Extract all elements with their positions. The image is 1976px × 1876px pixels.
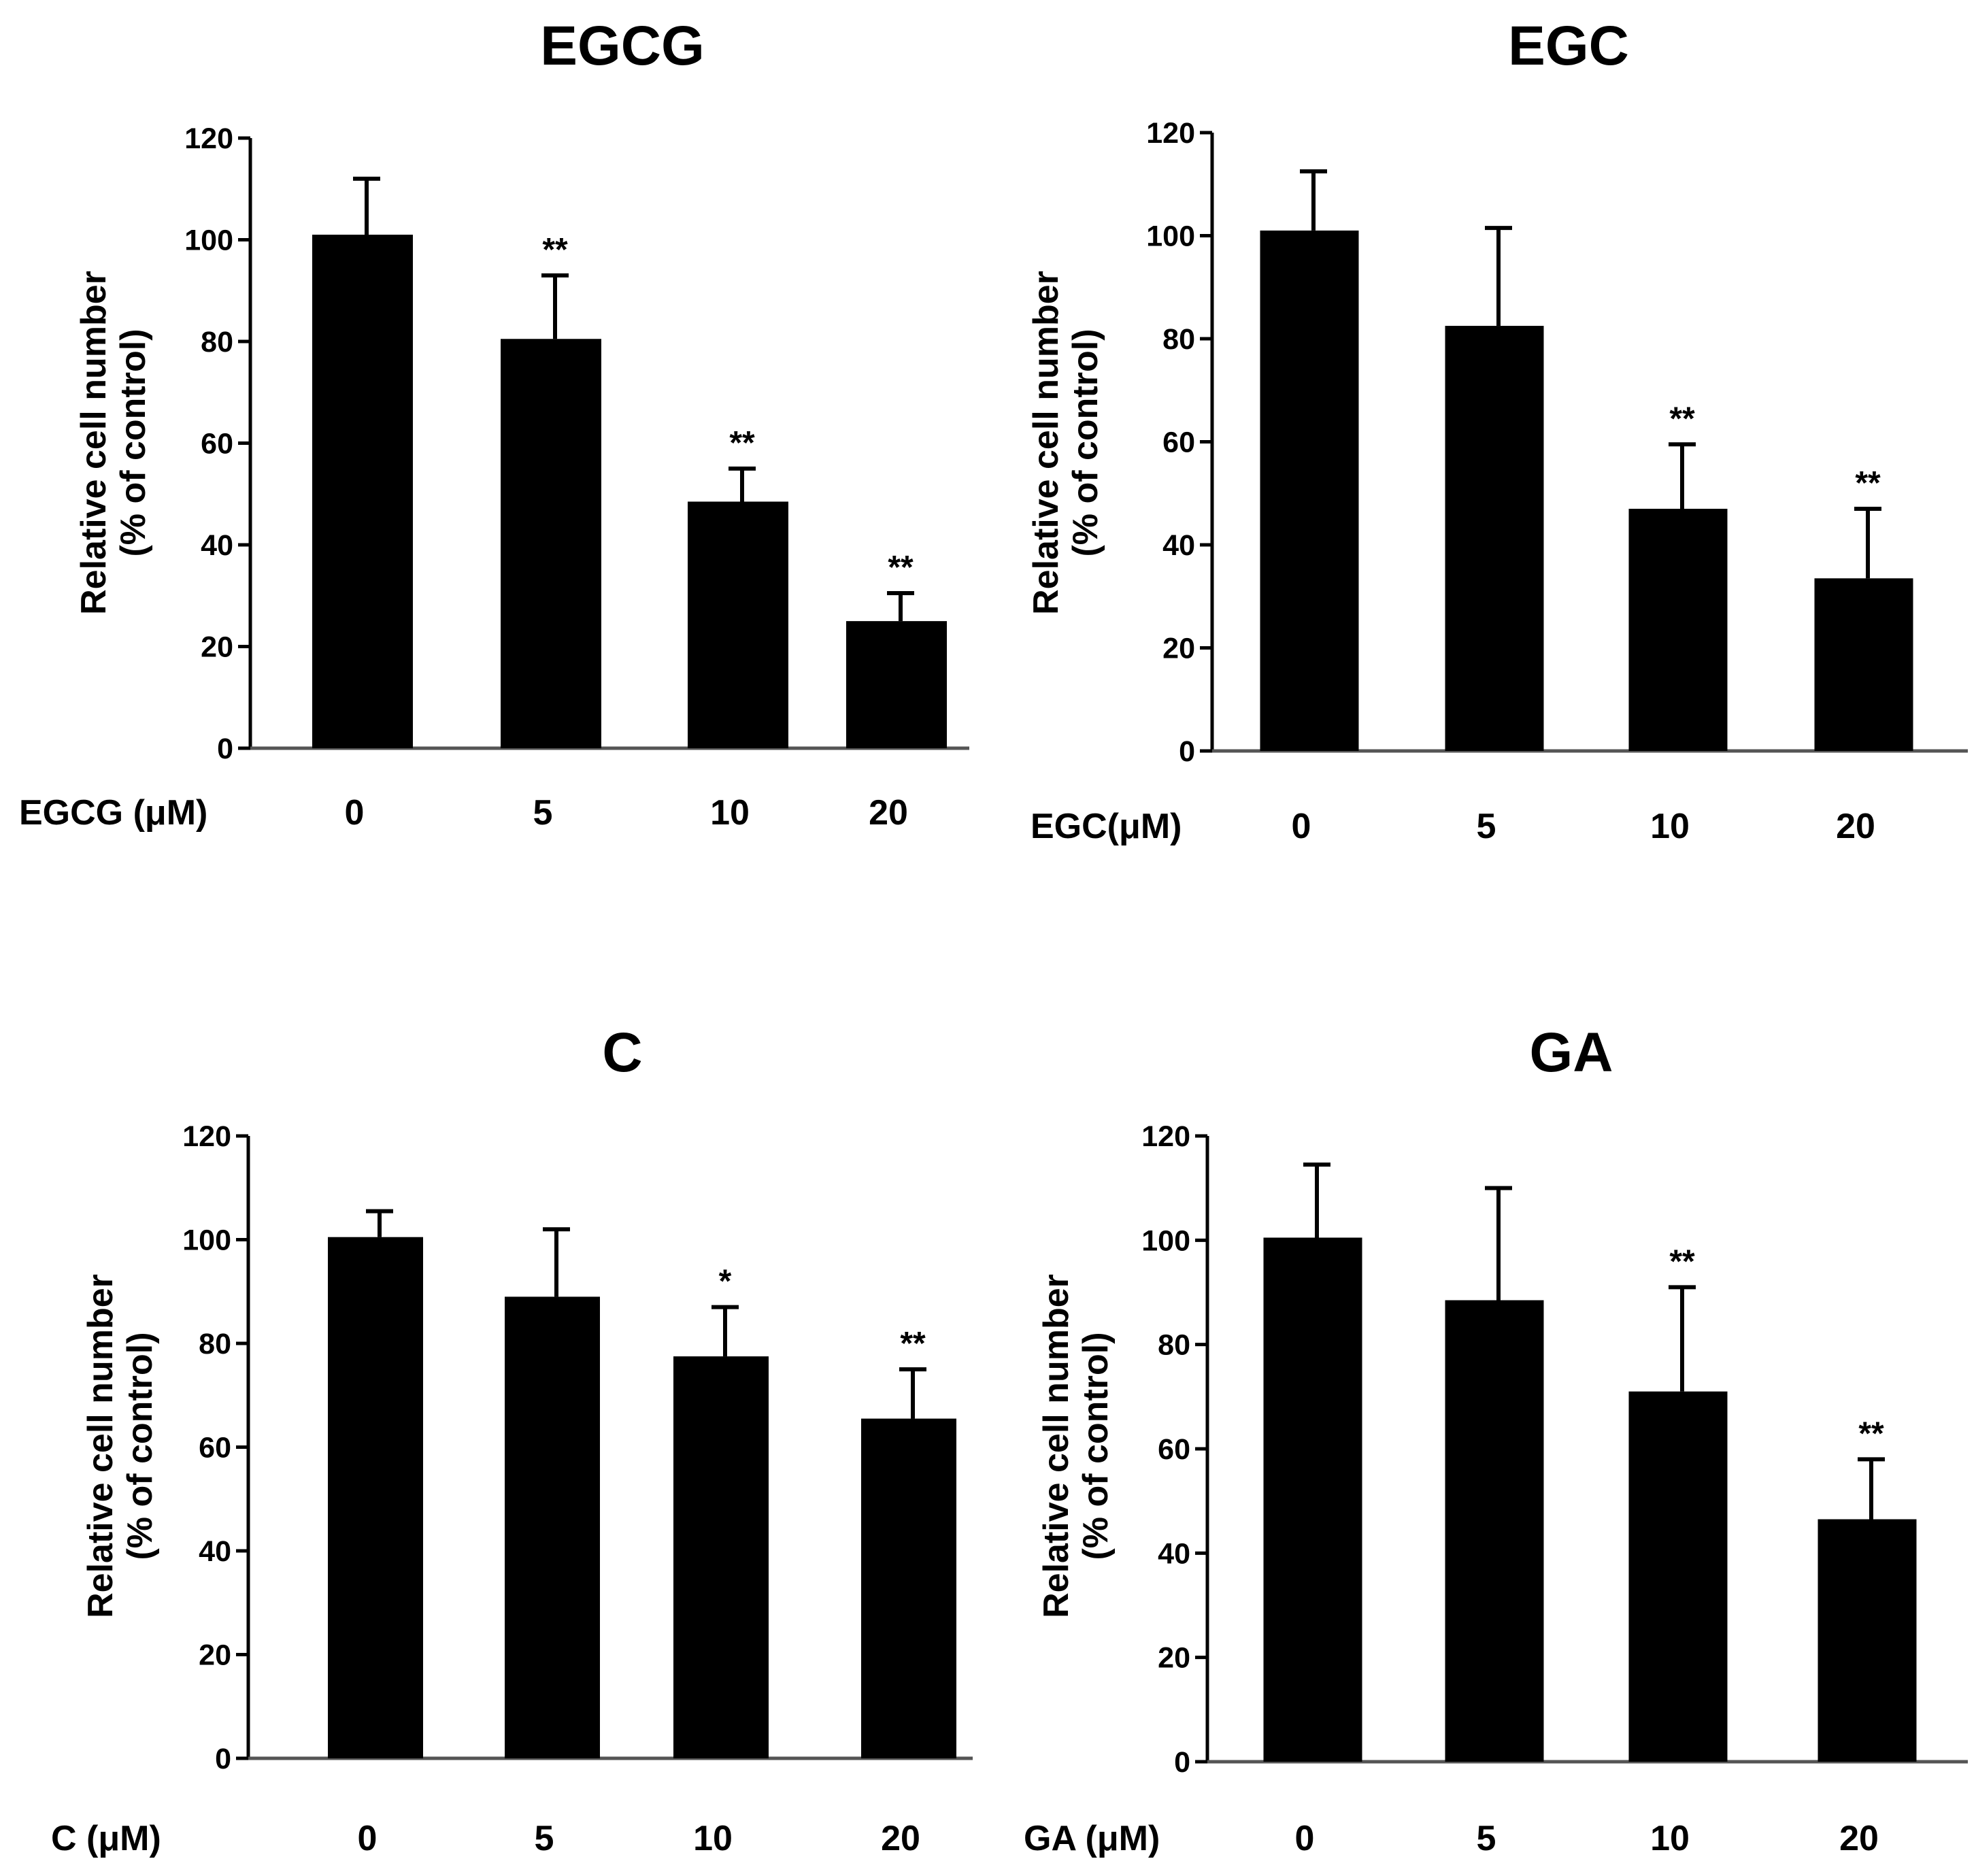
x-axis-label: C (μM) xyxy=(51,1819,161,1858)
x-axis-label: GA (μM) xyxy=(1024,1819,1160,1858)
x-tick-label: 10 xyxy=(693,1819,733,1858)
bar xyxy=(1263,1237,1362,1762)
x-tick-label: 0 xyxy=(358,1819,378,1858)
y-axis-label: Relative cell number (% of control) xyxy=(74,271,153,615)
y-tick-label: 80 xyxy=(1162,323,1195,356)
y-tick-label: 120 xyxy=(1141,1120,1190,1153)
y-tick-label: 40 xyxy=(1158,1537,1190,1570)
y-axis-label: Relative cell number (% of control) xyxy=(1026,271,1105,615)
y-tick-label: 60 xyxy=(199,1432,231,1464)
bar xyxy=(1814,578,1913,751)
y-tick-label: 80 xyxy=(1158,1329,1190,1362)
significance-marker: ** xyxy=(900,1326,926,1362)
y-axis-label-line: (% of control) xyxy=(114,329,153,556)
significance-marker: ** xyxy=(1669,1243,1695,1279)
y-tick-label: 60 xyxy=(1158,1433,1190,1466)
chart-title: GA xyxy=(1530,1022,1613,1084)
y-tick-label: 20 xyxy=(1162,633,1195,665)
x-tick-label: 10 xyxy=(1650,1819,1690,1858)
y-tick-label: 40 xyxy=(1162,529,1195,562)
y-axis-label: Relative cell number (% of control) xyxy=(81,1274,160,1618)
x-tick-label: 20 xyxy=(881,1819,920,1858)
y-tick-label: 20 xyxy=(1158,1642,1190,1675)
bar xyxy=(1628,508,1728,751)
bar xyxy=(1445,326,1544,751)
y-axis-label-line: Relative cell number xyxy=(74,271,114,615)
x-tick-label: 10 xyxy=(710,793,750,833)
bar xyxy=(1445,1300,1544,1762)
x-tick-label: 5 xyxy=(1477,807,1496,846)
x-tick-label: 20 xyxy=(1839,1819,1879,1858)
y-axis-label-line: Relative cell number xyxy=(1037,1274,1076,1618)
y-tick-label: 120 xyxy=(184,122,233,155)
y-tick-label: 0 xyxy=(1179,735,1195,768)
y-tick-label: 100 xyxy=(184,224,233,257)
significance-marker: * xyxy=(719,1264,732,1300)
y-tick-label: 0 xyxy=(217,733,233,765)
significance-marker: ** xyxy=(888,550,914,586)
bar xyxy=(688,501,788,748)
y-tick-label: 100 xyxy=(182,1224,231,1257)
chart-title: EGC xyxy=(1508,15,1629,77)
bar xyxy=(846,621,947,748)
y-tick-label: 100 xyxy=(1141,1224,1190,1257)
x-tick-label: 5 xyxy=(533,793,553,833)
significance-marker: ** xyxy=(1855,465,1881,501)
x-tick-label: 0 xyxy=(1292,807,1311,846)
x-axis-label: EGC(μM) xyxy=(1031,807,1182,846)
y-axis-label-line: (% of control) xyxy=(120,1332,160,1560)
y-tick-label: 80 xyxy=(199,1328,231,1360)
x-tick-label: 20 xyxy=(869,793,908,833)
y-tick-label: 0 xyxy=(1174,1746,1190,1779)
y-tick-label: 120 xyxy=(182,1120,231,1153)
significance-marker: ** xyxy=(729,425,755,461)
y-tick-label: 100 xyxy=(1146,220,1195,253)
significance-marker: ** xyxy=(1669,401,1695,437)
y-tick-label: 40 xyxy=(201,529,233,562)
bar xyxy=(861,1418,956,1758)
y-tick-label: 80 xyxy=(201,326,233,358)
y-tick-label: 120 xyxy=(1146,117,1195,150)
bar xyxy=(501,339,601,748)
y-tick-label: 40 xyxy=(199,1535,231,1568)
y-tick-label: 20 xyxy=(199,1639,231,1672)
x-tick-label: 20 xyxy=(1836,807,1875,846)
y-axis-label: Relative cell number (% of control) xyxy=(1037,1274,1116,1618)
x-tick-label: 5 xyxy=(1477,1819,1496,1858)
bar xyxy=(1260,230,1359,751)
x-axis-label: EGCG (μM) xyxy=(19,793,207,833)
significance-marker: ** xyxy=(1858,1416,1884,1452)
y-tick-label: 0 xyxy=(215,1743,231,1775)
y-tick-label: 60 xyxy=(1162,426,1195,459)
y-axis-label-line: Relative cell number xyxy=(1026,271,1066,615)
x-tick-label: 0 xyxy=(1295,1819,1315,1858)
bar xyxy=(505,1296,600,1758)
y-axis-label-line: Relative cell number xyxy=(81,1274,120,1618)
x-tick-label: 0 xyxy=(345,793,365,833)
y-tick-label: 20 xyxy=(201,631,233,664)
bar xyxy=(673,1356,769,1758)
y-axis-label-line: (% of control) xyxy=(1076,1332,1116,1560)
bar xyxy=(328,1237,423,1758)
bar xyxy=(1818,1519,1917,1762)
y-tick-label: 60 xyxy=(201,428,233,460)
x-tick-label: 10 xyxy=(1650,807,1690,846)
significance-marker: ** xyxy=(542,232,568,268)
chart-title: EGCG xyxy=(540,15,704,77)
x-tick-label: 5 xyxy=(535,1819,554,1858)
bar xyxy=(1628,1391,1728,1762)
y-axis-label-line: (% of control) xyxy=(1066,329,1105,556)
chart-title: C xyxy=(602,1022,642,1084)
bar xyxy=(312,235,413,748)
